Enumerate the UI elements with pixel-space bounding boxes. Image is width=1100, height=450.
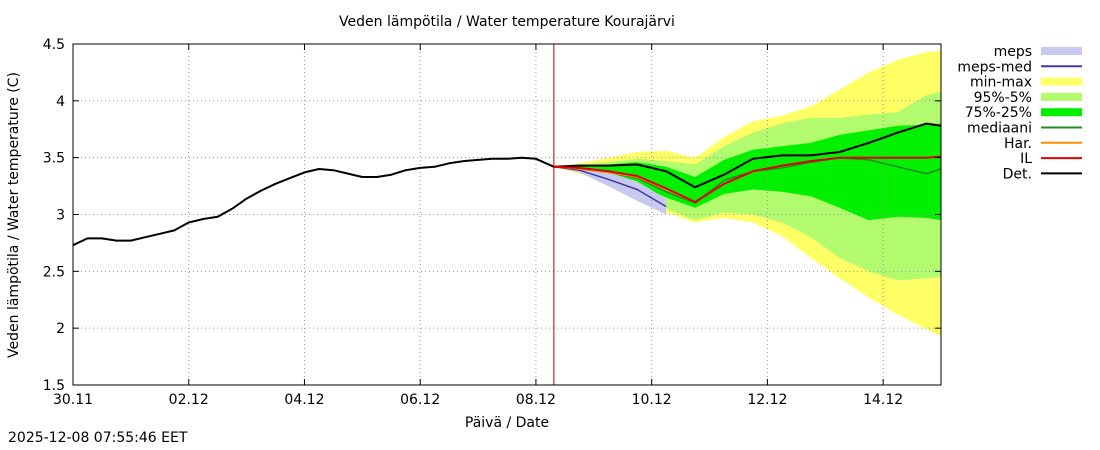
x-axis-label: Päivä / Date [465, 415, 549, 431]
legend-label: min-max [970, 75, 1032, 91]
x-tick-label: 10.12 [632, 392, 672, 408]
x-tick-label: 12.12 [747, 392, 787, 408]
legend-swatch [1041, 108, 1082, 117]
series-lines [72, 44, 942, 385]
line-det [553, 122, 942, 189]
y-tick-label: 1.5 [43, 378, 65, 394]
y-axis-label: Veden lämpötila / Water temperature (C) [6, 72, 22, 358]
legend-label: meps [994, 44, 1032, 60]
line-il [553, 155, 942, 203]
y-tick-label: 3.5 [43, 151, 65, 167]
chart-title: Veden lämpötila / Water temperature Kour… [339, 14, 675, 30]
y-tick-label: 4.5 [43, 37, 65, 53]
x-tick-label: 14.12 [863, 392, 903, 408]
legend-label: mediaani [967, 121, 1032, 137]
legend-swatch [1041, 92, 1082, 101]
forecast-bands [553, 50, 941, 337]
x-tick-label: 06.12 [400, 392, 440, 408]
legend-label: 95%-5% [974, 90, 1032, 106]
legend: mepsmeps-medmin-max95%-5%75%-25%mediaani… [957, 44, 1082, 182]
legend-swatch [1041, 47, 1082, 55]
timestamp: 2025-12-08 07:55:46 EET [8, 430, 188, 446]
observed-line [72, 156, 555, 247]
y-tick-label: 2.5 [43, 264, 65, 280]
x-tick-label: 02.12 [169, 392, 209, 408]
y-tick-label: 4 [56, 94, 65, 110]
legend-label: Har. [1004, 136, 1032, 152]
legend-label: IL [1020, 151, 1032, 167]
legend-swatch [1041, 77, 1082, 86]
legend-label: meps-med [957, 59, 1032, 75]
x-tick-label: 30.11 [53, 392, 93, 408]
y-axis-ticks: 1.5 2 2.5 3 3.5 4 4.5 [43, 37, 941, 394]
band-75-25- [553, 123, 941, 221]
grid-lines [73, 44, 941, 385]
line-meps-med [553, 166, 667, 208]
y-tick-label: 2 [56, 321, 65, 337]
y-tick-label: 3 [56, 208, 65, 224]
band-meps [553, 166, 667, 215]
legend-label: Det. [1003, 166, 1032, 182]
x-tick-label: 08.12 [516, 392, 556, 408]
x-axis-ticks: 30.11 02.12 04.12 06.12 08.12 10.12 12.12 14.12 [53, 44, 903, 408]
legend-label: 75%-25% [965, 105, 1032, 121]
x-tick-label: 04.12 [284, 392, 324, 408]
